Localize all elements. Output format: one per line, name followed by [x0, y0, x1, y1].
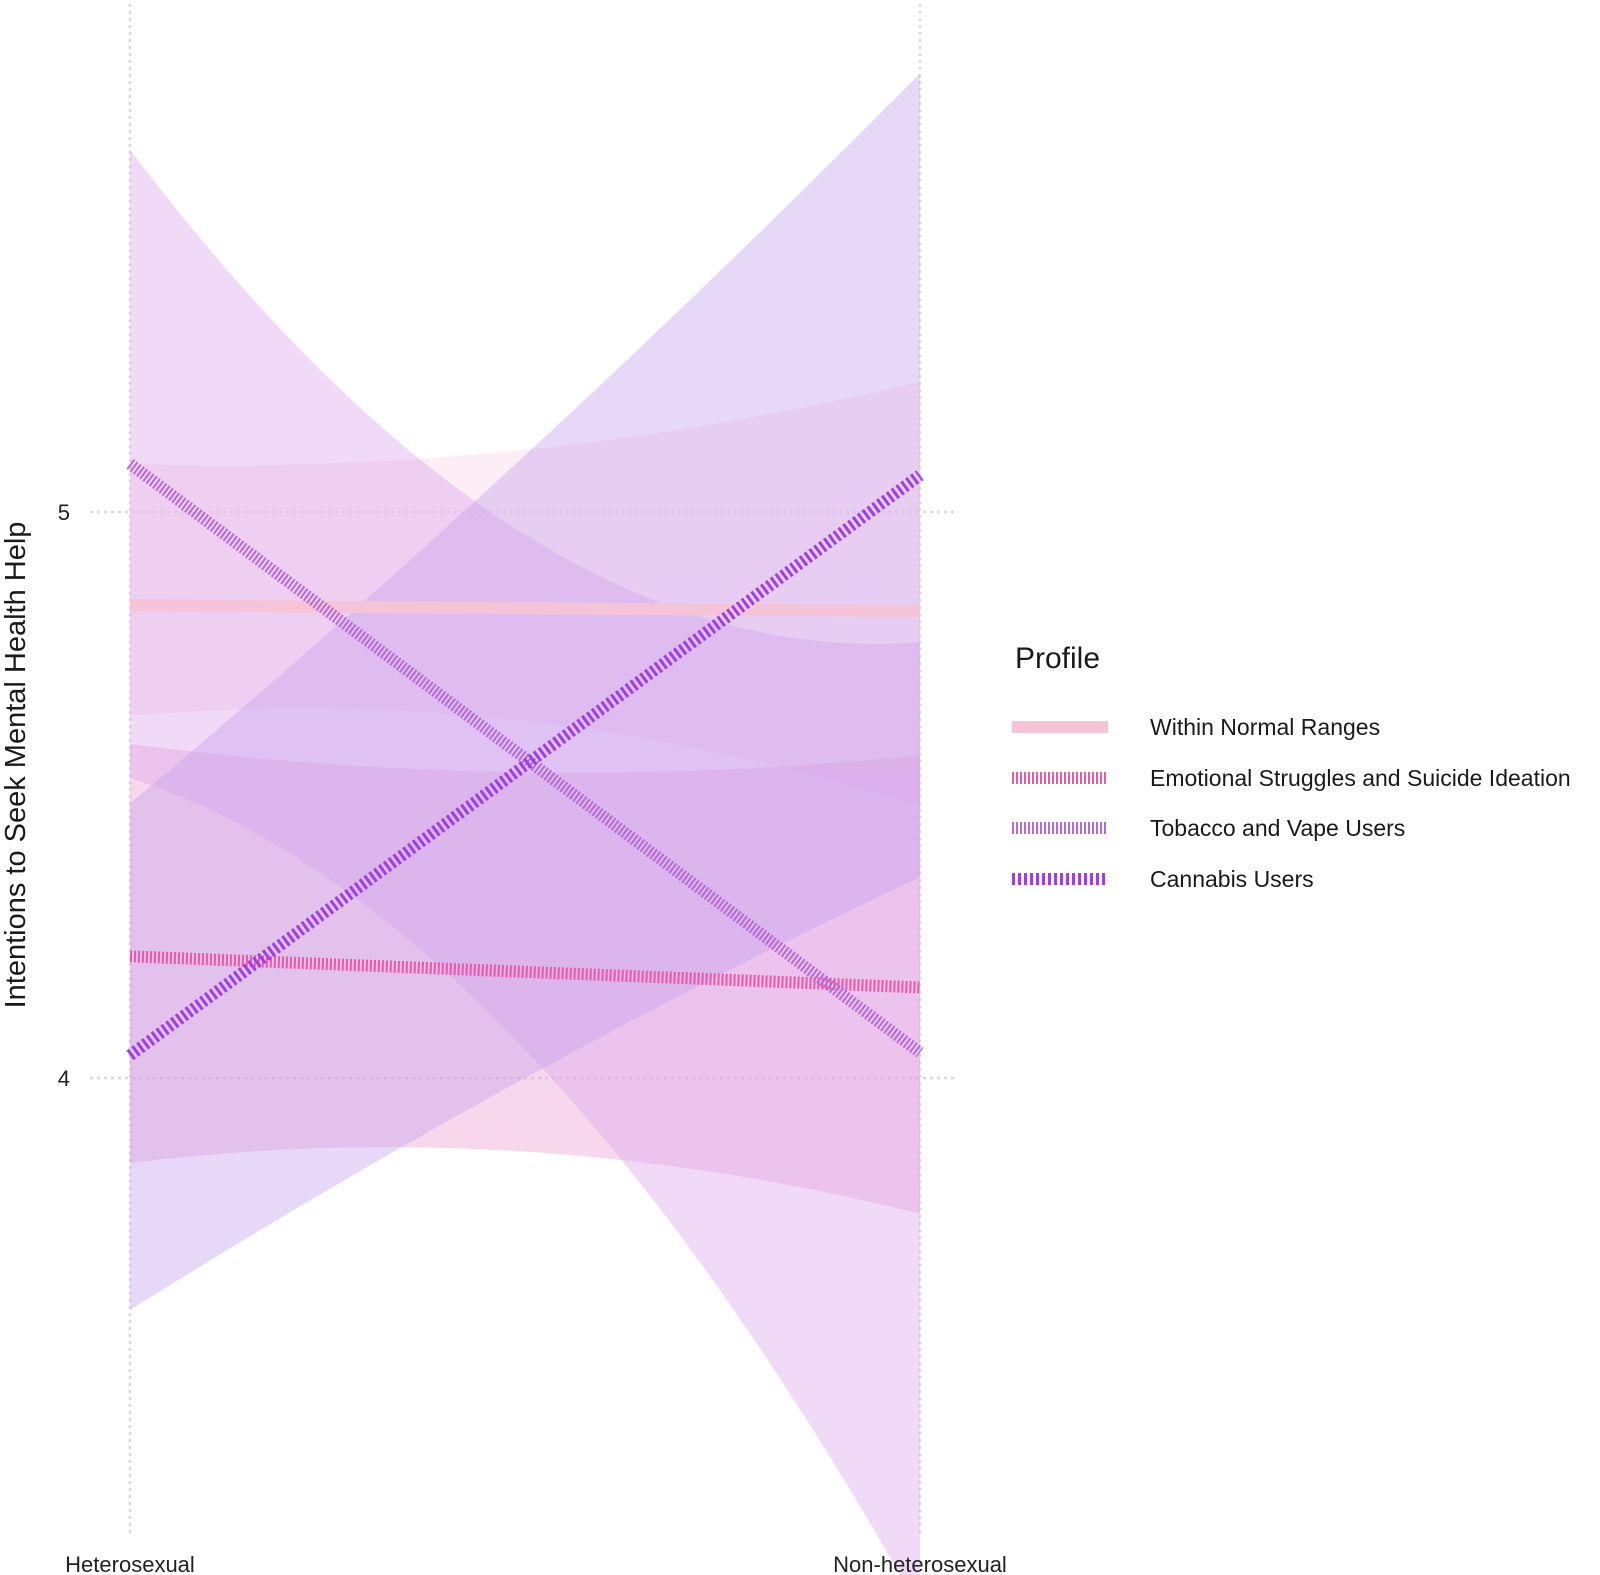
grid — [90, 4, 958, 1535]
y-tick-label: 4 — [58, 1066, 70, 1091]
confidence-band — [130, 73, 920, 1311]
legend-title: Profile — [1015, 642, 1100, 675]
confidence-band — [130, 744, 920, 1214]
legend-label: Emotional Struggles and Suicide Ideation — [1150, 765, 1571, 791]
x-tick-label: Heterosexual — [65, 1552, 195, 1575]
y-axis-title: Intentions to Seek Mental Health Help — [0, 522, 32, 1009]
y-tick-label: 5 — [58, 500, 70, 525]
x-tick-label: Non-heterosexual — [833, 1552, 1007, 1575]
legend-label: Within Normal Ranges — [1150, 714, 1380, 740]
x-tick-labels: Heterosexual Non-heterosexual — [65, 1552, 1007, 1575]
confidence-band — [130, 381, 920, 807]
series-line — [129, 599, 921, 618]
confidence-bands — [130, 73, 920, 1575]
series-lines — [126, 459, 924, 1061]
legend-label: Cannabis Users — [1150, 866, 1314, 892]
confidence-band — [130, 149, 920, 1575]
series-line — [126, 470, 924, 1061]
y-tick-labels: 45 — [58, 500, 70, 1091]
legend-label: Tobacco and Vape Users — [1150, 815, 1405, 841]
legend: Within Normal Ranges Emotional Struggles … — [1012, 714, 1571, 892]
